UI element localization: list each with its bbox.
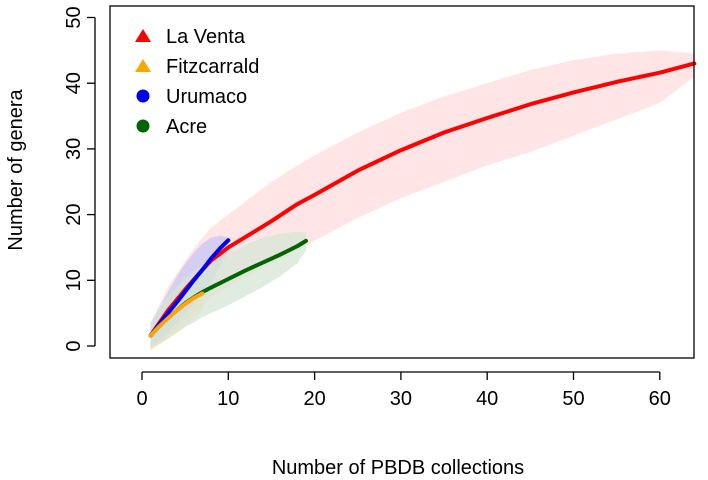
x-tick-label: 20 — [303, 388, 325, 410]
y-axis-label: Number of genera — [5, 89, 27, 251]
y-tick-label: 20 — [63, 203, 85, 225]
x-tick-label: 0 — [136, 388, 147, 410]
x-tick-label: 60 — [649, 388, 671, 410]
x-axis: 0 10 20 30 40 50 60 — [136, 371, 671, 410]
line-fitzcarrald — [148, 291, 205, 338]
legend-marker-la-venta — [135, 29, 151, 42]
x-axis-label: Number of PBDB collections — [272, 457, 524, 479]
legend-marker-fitzcarrald — [135, 59, 151, 72]
x-tick-label: 30 — [390, 388, 412, 410]
legend-label-acre: Acre — [166, 116, 207, 138]
y-tick-label: 40 — [63, 72, 85, 94]
legend-marker-acre — [136, 119, 150, 133]
legend-label-fitzcarrald: Fitzcarrald — [166, 56, 259, 78]
line-urumaco — [148, 238, 231, 338]
y-axis: 0 10 20 30 40 50 — [63, 6, 96, 352]
y-tick-label: 50 — [63, 6, 85, 28]
x-tick-label: 10 — [217, 388, 239, 410]
legend-marker-urumaco — [136, 89, 150, 103]
band-la-venta — [150, 50, 695, 350]
y-tick-label: 10 — [63, 269, 85, 291]
plot-frame — [109, 5, 695, 359]
y-tick-label: 30 — [63, 138, 85, 160]
x-tick-label: 40 — [476, 388, 498, 410]
series-lines — [148, 61, 697, 338]
legend-label-la-venta: La Venta — [166, 26, 246, 48]
legend: La Venta Fitzcarrald Urumaco Acre — [135, 26, 259, 138]
y-tick-label: 0 — [63, 340, 85, 351]
legend-label-urumaco: Urumaco — [166, 86, 247, 108]
x-tick-label: 50 — [562, 388, 584, 410]
